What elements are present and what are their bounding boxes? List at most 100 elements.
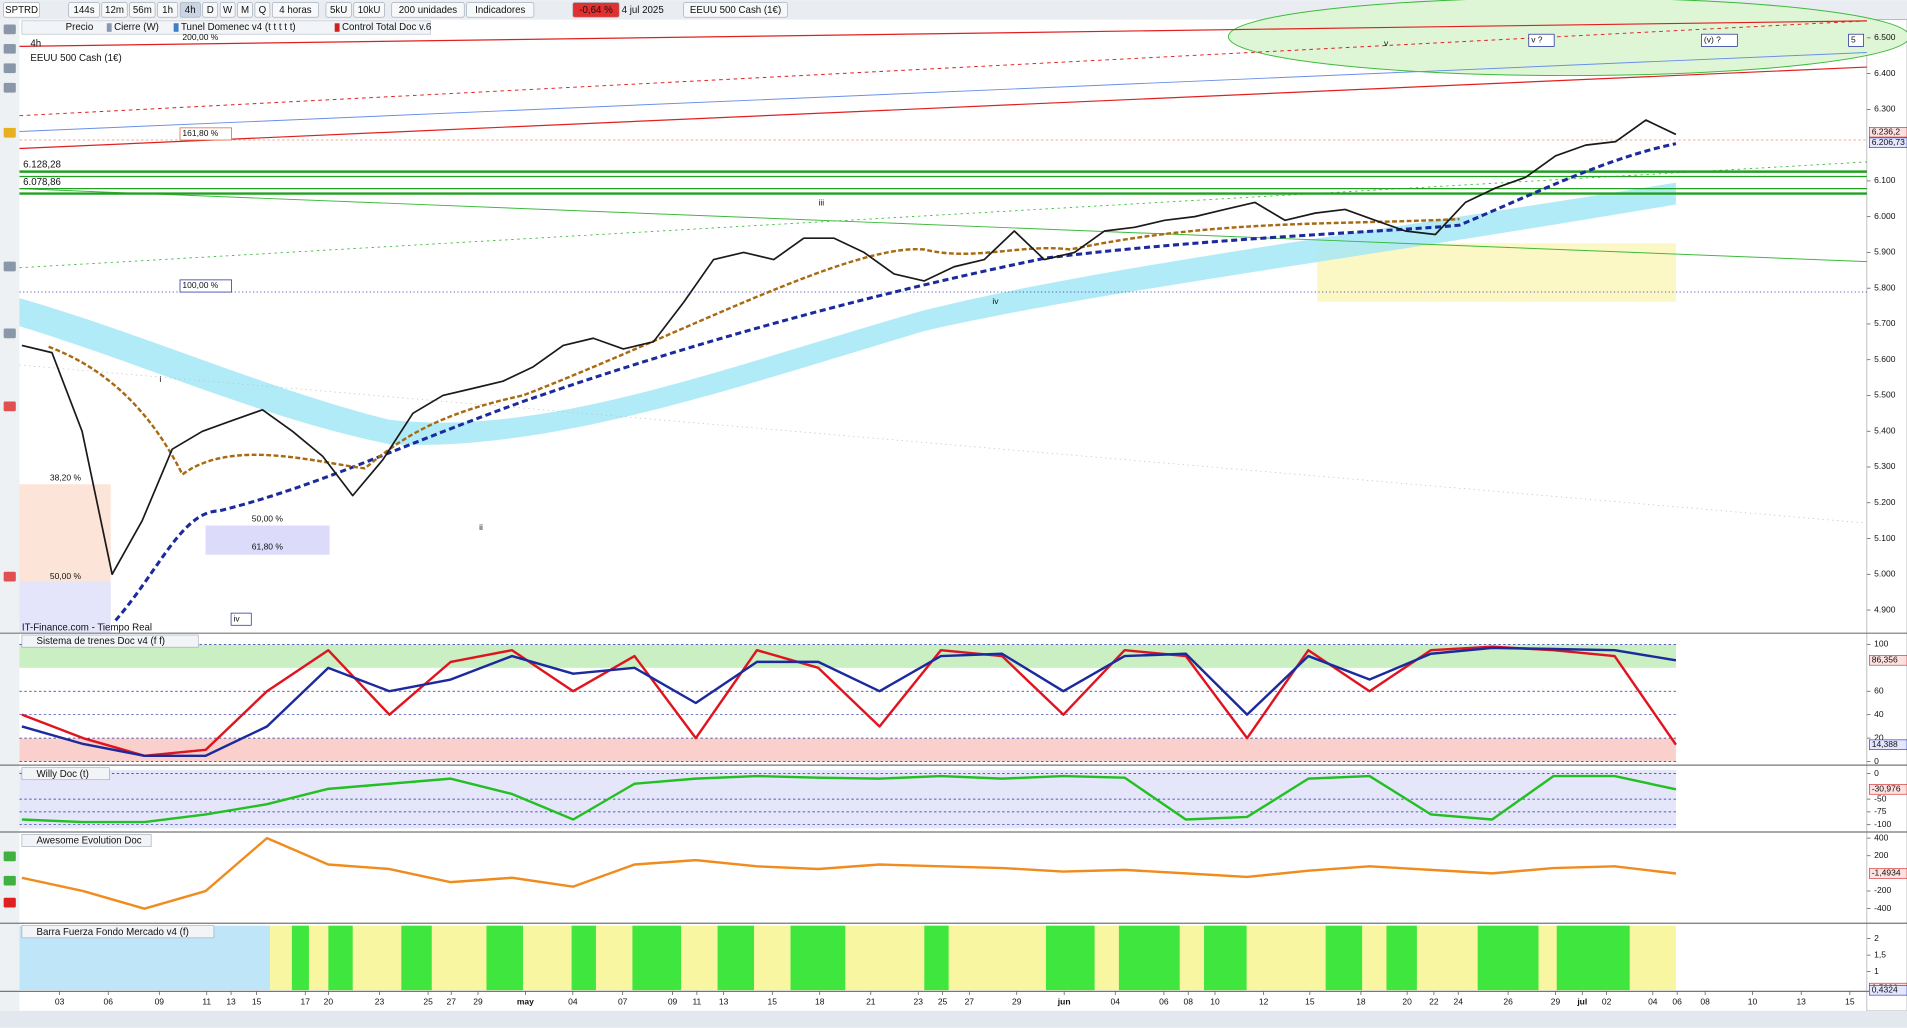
price-label: 0,4324 (1872, 985, 1898, 995)
toolbar-label[interactable]: SPTRD (5, 5, 38, 16)
price-label: -30,976 (1872, 784, 1901, 794)
x-tick-label: 24 (1453, 997, 1463, 1007)
x-tick-label: 08 (1183, 997, 1193, 1007)
price-label-bg (1868, 127, 1907, 138)
legend-entry[interactable]: Tunel Domenec v4 (t t t t t) (181, 22, 296, 33)
toolbar-button[interactable] (3, 2, 40, 18)
y-tick-label: 2 (1874, 933, 1879, 943)
y-tick-label: 5.100 (1874, 533, 1896, 543)
toolbar-label[interactable]: 4 horas (279, 5, 312, 16)
toolbar-button[interactable] (572, 2, 620, 18)
annotation: iii (819, 198, 825, 208)
data-source: IT-Finance.com - Tiempo Real (22, 622, 152, 633)
x-tick-label: 13 (1796, 997, 1806, 1007)
toolbar-button[interactable] (466, 2, 535, 18)
x-tick-label: 09 (155, 997, 165, 1007)
annotation: iv (992, 296, 999, 306)
toolbar-label[interactable]: 200 unidades (399, 5, 458, 16)
y-tick-label: 5.300 (1874, 461, 1896, 471)
toolbar-button[interactable] (353, 2, 385, 18)
toolbar-label[interactable]: 4h (185, 5, 196, 16)
toolbar-label[interactable]: M (241, 5, 249, 16)
toolbar-label[interactable]: 5kU (330, 5, 347, 16)
price-label-bg (1868, 739, 1907, 750)
toolbar-button[interactable] (254, 2, 271, 18)
y-tick-label: 5.200 (1874, 497, 1896, 507)
toolbar-button[interactable] (219, 2, 236, 18)
toolbar-button[interactable] (202, 2, 219, 18)
toolbar-button[interactable] (68, 2, 100, 18)
x-tick-label: 29 (473, 997, 483, 1007)
y-tick-label: 20 (1874, 732, 1884, 742)
toolbar-button[interactable] (157, 2, 178, 18)
toolbar-button[interactable] (179, 2, 201, 18)
x-tick-label: 18 (1356, 997, 1366, 1007)
y-tick-label: 5.400 (1874, 425, 1896, 435)
chart-title: EEUU 500 Cash (1€) (30, 53, 121, 64)
price-label: -1,4934 (1872, 868, 1901, 878)
series-line (21, 119, 1677, 576)
x-tick-label: 25 (938, 997, 948, 1007)
y-tick-label: -50 (1874, 793, 1887, 803)
x-tick-label: 15 (1305, 997, 1315, 1007)
y-tick-label: 4.900 (1874, 604, 1896, 614)
panel-title: Sistema de trenes Doc v4 (f f) (36, 636, 165, 647)
y-tick-label: 0 (1874, 756, 1879, 766)
overbought-zone (19, 644, 1676, 668)
main-decor (19, 0, 1907, 633)
y-tick-label: 0 (1874, 768, 1879, 778)
toolbar-button[interactable] (101, 2, 128, 18)
trend-line (19, 161, 1867, 269)
panel-title: Willy Doc (t) (36, 769, 88, 780)
toolbar-label[interactable]: 144s (74, 5, 95, 16)
annotation-box (1528, 33, 1555, 47)
price-label-bg (1868, 137, 1907, 148)
y-tick-label: 5.500 (1874, 390, 1896, 400)
toolbar-label[interactable]: -0,64 % (579, 5, 613, 16)
legend-entry[interactable]: Cierre (W) (114, 22, 159, 33)
tool-sidebar (0, 19, 20, 1011)
x-tick-label: 20 (324, 997, 334, 1007)
x-tick-label: 11 (692, 997, 701, 1007)
toolbar-label[interactable]: W (223, 5, 233, 16)
toolbar-button[interactable] (129, 2, 156, 18)
x-tick-label: 23 (375, 997, 385, 1007)
level-label: 6.128,28 (23, 159, 61, 170)
toolbar-button[interactable] (325, 2, 352, 18)
toolbar-label[interactable]: 1h (162, 5, 173, 16)
toolbar-label[interactable]: D (207, 5, 214, 16)
toolbar-button[interactable] (391, 2, 465, 18)
trend-line (19, 51, 1867, 132)
toolbar-button[interactable] (237, 2, 253, 18)
y-tick-label: 40 (1874, 709, 1884, 719)
toolbar-label[interactable]: 10kU (358, 5, 381, 16)
x-tick-label: jul (1576, 997, 1587, 1007)
x-tick-label: 23 (913, 997, 923, 1007)
toolbar-button[interactable] (683, 2, 788, 18)
x-tick-label: 21 (866, 997, 876, 1007)
price-label-bg (1868, 784, 1907, 795)
annotation: 161,80 % (182, 128, 218, 138)
toolbar-label[interactable]: Q (259, 5, 267, 16)
price-label-bg (1868, 655, 1907, 666)
y-tick-label: -400 (1874, 903, 1891, 913)
moving-average (48, 217, 1460, 477)
wave-zone (1227, 0, 1907, 77)
annotation: 38,20 % (50, 472, 82, 482)
x-tick-label: 22 (1429, 997, 1439, 1007)
price-label-bg (1868, 868, 1907, 879)
legend-entry[interactable]: Control Total Doc v.6 (342, 22, 431, 33)
legend-entry[interactable]: Precio (66, 22, 94, 33)
x-tick-label: 04 (1111, 997, 1121, 1007)
toolbar-label[interactable]: 12m (105, 5, 124, 16)
toolbar-button[interactable] (272, 2, 319, 18)
x-tick-label: may (517, 997, 534, 1007)
toolbar-label[interactable]: 56m (133, 5, 152, 16)
trend-line (19, 188, 1867, 263)
x-tick-label: 27 (965, 997, 975, 1007)
annotation: v ? (1531, 35, 1543, 45)
toolbar-label[interactable]: EEUU 500 Cash (1€) (690, 5, 781, 16)
toolbar-label[interactable]: Indicadores (475, 5, 525, 16)
panel-title-bg (21, 767, 110, 781)
